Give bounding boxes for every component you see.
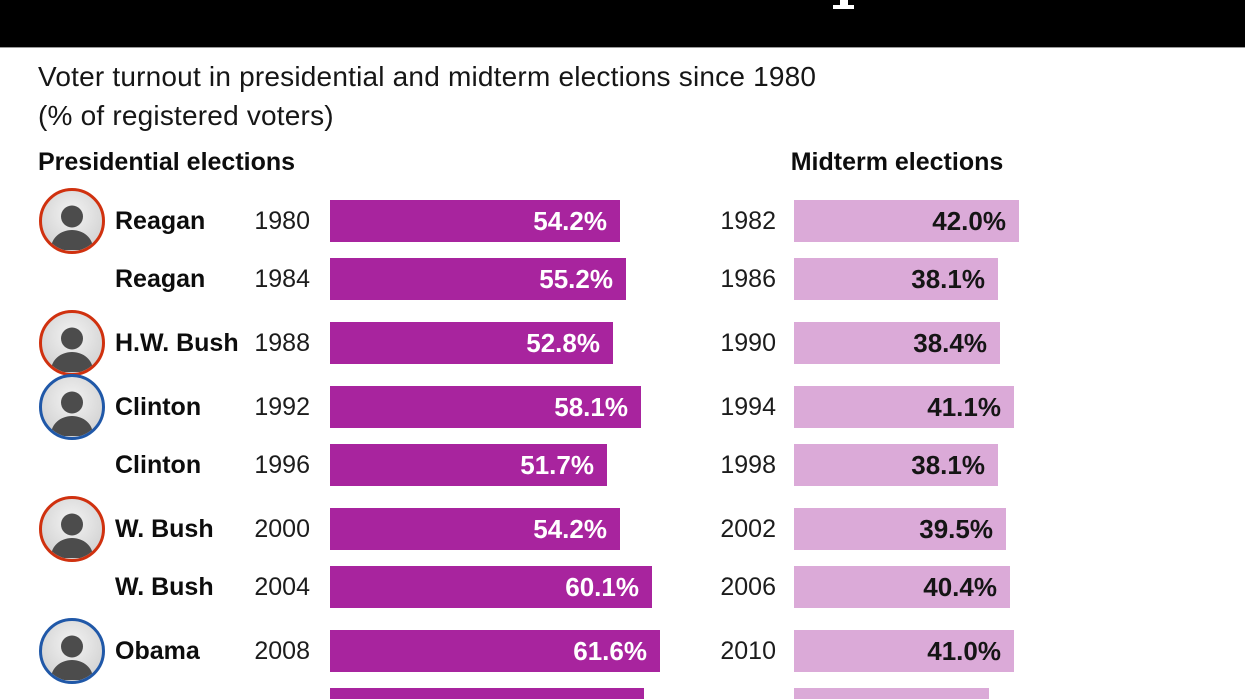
turnout-percentage: 41.0%	[927, 635, 1001, 666]
election-year-label: 1998	[720, 450, 776, 479]
election-year-label: 1982	[720, 206, 776, 235]
presidential-turnout-bar: 58.1%	[330, 386, 641, 428]
presidential-turnout-bar	[330, 688, 644, 699]
election-year-label: 1996	[254, 450, 310, 479]
turnout-percentage: 60.1%	[565, 571, 639, 602]
president-name: W. Bush	[115, 572, 214, 601]
midterm-row-1990: 1990 38.4%	[0, 322, 1245, 364]
president-name: Reagan	[115, 206, 206, 235]
midterm-turnout-bar: 41.1%	[794, 386, 1014, 428]
midterm-row-1986: 1986 38.1%	[0, 258, 1245, 300]
midterm-row-1998: 1998 38.1%	[0, 444, 1245, 486]
presidential-column-title: Presidential elections	[38, 148, 296, 176]
presidential-row-1980: Reagan 1980 54.2%	[0, 188, 1245, 254]
turnout-percentage: 42.0%	[932, 205, 1006, 236]
midterm-row-partial	[0, 688, 1245, 699]
presidential-row-partial	[0, 688, 1245, 699]
election-year-label: 2006	[720, 572, 776, 601]
presidential-turnout-bar: 52.8%	[330, 322, 613, 364]
president-name: Clinton	[115, 392, 202, 421]
president-avatar	[39, 310, 105, 376]
presidential-row-2004: W. Bush 2004 60.1%	[0, 566, 1245, 608]
midterm-row-1994: 1994 41.1%	[0, 386, 1245, 428]
president-name: Reagan	[115, 264, 206, 293]
presidential-row-2000: W. Bush 2000 54.2%	[0, 496, 1245, 562]
election-year-label: 1986	[720, 264, 776, 293]
chart-subtitle: Voter turnout in presidential and midter…	[38, 57, 816, 135]
subtitle-line-1: Voter turnout in presidential and midter…	[38, 61, 817, 92]
turnout-percentage: 52.8%	[526, 327, 600, 358]
election-year-label: 2010	[720, 636, 776, 665]
turnout-percentage: 39.5%	[919, 513, 993, 544]
midterm-row-2010: 2010 41.0%	[0, 630, 1245, 672]
election-year-label: 1980	[254, 206, 310, 235]
election-year-label: 1990	[720, 328, 776, 357]
election-year-label: 1988	[254, 328, 310, 357]
election-year-label: 2000	[254, 514, 310, 543]
presidential-row-2008: Obama 2008 61.6%	[0, 618, 1245, 684]
election-year-label: 1992	[254, 392, 310, 421]
midterm-turnout-bar: 41.0%	[794, 630, 1014, 672]
midterm-turnout-bar: 40.4%	[794, 566, 1010, 608]
midterm-row-2006: 2006 40.4%	[0, 566, 1245, 608]
presidential-turnout-bar: 61.6%	[330, 630, 660, 672]
midterm-turnout-bar	[794, 688, 989, 699]
midterm-turnout-bar: 42.0%	[794, 200, 1019, 242]
midterm-row-1982: 1982 42.0%	[0, 200, 1245, 242]
midterm-row-2002: 2002 39.5%	[0, 508, 1245, 550]
president-name: H.W. Bush	[115, 328, 239, 357]
presidential-row-1996: Clinton 1996 51.7%	[0, 444, 1245, 486]
presidential-row-1988: H.W. Bush 1988 52.8%	[0, 310, 1245, 376]
turnout-percentage: 54.2%	[533, 205, 607, 236]
president-avatar	[39, 374, 105, 440]
turnout-percentage: 38.1%	[911, 263, 985, 294]
president-avatar	[39, 496, 105, 562]
midterm-turnout-bar: 38.1%	[794, 258, 998, 300]
masthead-bar	[0, 0, 1245, 48]
turnout-percentage: 38.1%	[911, 449, 985, 480]
presidential-turnout-bar: 55.2%	[330, 258, 626, 300]
presidential-turnout-bar: 54.2%	[330, 200, 620, 242]
turnout-percentage: 58.1%	[554, 391, 628, 422]
turnout-percentage: 61.6%	[573, 635, 647, 666]
president-name: Obama	[115, 636, 200, 665]
midterm-turnout-bar: 39.5%	[794, 508, 1006, 550]
cropped-headline-glyph	[840, 0, 848, 6]
turnout-percentage: 40.4%	[923, 571, 997, 602]
presidential-turnout-bar: 51.7%	[330, 444, 607, 486]
president-avatar	[39, 618, 105, 684]
presidential-row-1984: Reagan 1984 55.2%	[0, 258, 1245, 300]
midterm-turnout-bar: 38.4%	[794, 322, 1000, 364]
subtitle-line-2: (% of registered voters)	[38, 100, 334, 131]
presidential-turnout-bar: 60.1%	[330, 566, 652, 608]
presidential-turnout-bar: 54.2%	[330, 508, 620, 550]
turnout-percentage: 54.2%	[533, 513, 607, 544]
turnout-percentage: 55.2%	[539, 263, 613, 294]
election-year-label: 2002	[720, 514, 776, 543]
election-year-label: 2008	[254, 636, 310, 665]
president-name: W. Bush	[115, 514, 214, 543]
election-year-label: 2004	[254, 572, 310, 601]
midterm-turnout-bar: 38.1%	[794, 444, 998, 486]
president-name: Clinton	[115, 450, 202, 479]
cropped-headline-glyph	[833, 5, 854, 9]
midterm-column-title: Midterm elections	[790, 148, 1004, 176]
president-avatar	[39, 188, 105, 254]
turnout-percentage: 38.4%	[913, 327, 987, 358]
presidential-row-1992: Clinton 1992 58.1%	[0, 374, 1245, 440]
election-year-label: 1994	[720, 392, 776, 421]
election-year-label: 1984	[254, 264, 310, 293]
turnout-percentage: 51.7%	[520, 449, 594, 480]
turnout-percentage: 41.1%	[927, 391, 1001, 422]
